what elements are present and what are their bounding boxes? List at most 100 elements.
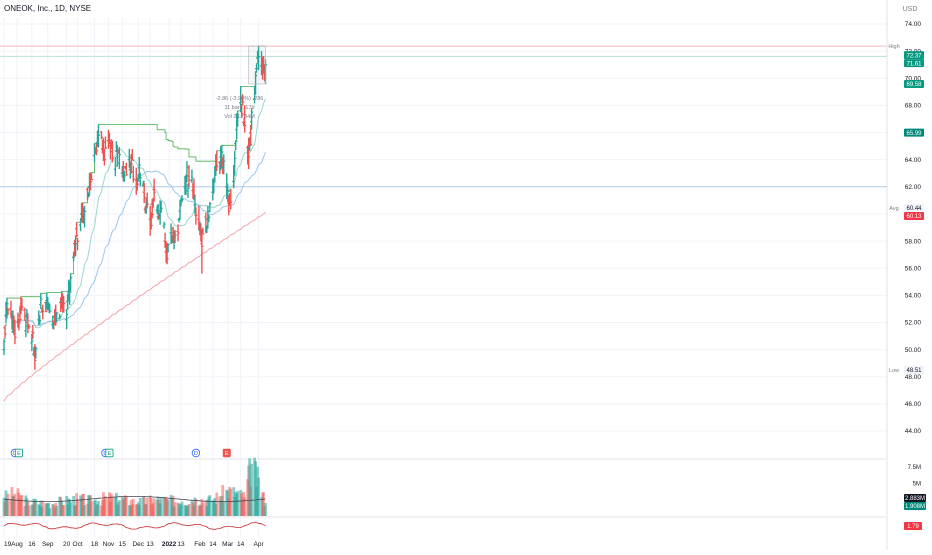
ohlc-bar-73 [102,148,107,166]
volume-bar-4 [6,493,10,516]
marker-letter: D [194,451,198,457]
ohlc-bar-59 [82,205,87,228]
ohlc-bar-87 [122,170,126,182]
ohlc-bar-27 [39,293,43,310]
ohlc-bar-129 [180,195,184,203]
volume-bar-119 [166,500,170,516]
ohlc-bar-106 [149,212,153,230]
measure-rectangle [248,45,266,85]
ohlc-bar-45 [65,308,69,330]
volume-bar-89 [124,496,128,516]
ohlc-bar-114 [159,201,163,213]
volume-bar-24 [34,499,38,516]
volume-bar-149 [208,495,212,516]
time-label-18: 18 [91,541,99,548]
volume-bar-81 [114,492,118,516]
time-label-14: 14 [237,541,245,548]
volume-pane[interactable] [2,457,267,516]
ohlc-bar-29 [41,304,45,320]
ohlc-bar-139 [194,207,198,225]
ohlc-bar-184 [256,46,261,71]
volume-bar-174 [243,497,247,516]
volume-bar-154 [215,492,219,516]
ohlc-bar-96 [135,178,139,191]
volume-bar-187 [262,492,265,516]
oscillator-pane[interactable] [3,522,266,530]
ohlc-bar-49 [69,273,73,293]
time-label-14: 14 [209,541,217,548]
ohlc-bar-181 [253,71,258,95]
ohlc-bar-12 [18,307,22,322]
ohlc-bar-84 [117,146,121,170]
volume-label-1: 1.908M [904,502,926,510]
event-markers: DEDEDE [10,448,231,457]
ohlc-bar-11 [17,318,21,331]
measure-text-2: Vol 22.734M [224,114,255,120]
price-label-bg [904,79,924,88]
volume-bar-109 [152,498,156,516]
ohlc-bar-149 [208,202,212,213]
price-axis[interactable]: 44.00 46.00 48.00 50.00 52.00 54.00 56.00 58.00… [888,21,926,530]
price-label-bg [904,59,924,68]
oscillator-line [3,522,266,530]
volume-bar-158 [221,484,225,516]
volume-bar-144 [201,502,205,516]
ohlc-bar-98 [137,156,141,179]
price-label-bg [904,51,924,60]
ohlc-bar-126 [177,217,181,223]
ohlc-bar-104 [145,192,149,209]
ohlc-bar-137 [192,178,196,201]
price-tick-7: 58.00 [905,238,922,245]
ohlc-bar-40 [58,313,62,320]
volume-bar-44 [62,505,66,516]
ohlc-bar-67 [94,142,99,156]
time-label-Oct: Oct [73,541,83,548]
volume-bar-84 [117,500,121,516]
time-label-Nov: Nov [103,541,115,548]
ohlc-bar-138 [193,195,197,215]
ohlc-bar-171 [240,103,244,118]
volume-bar-114 [159,496,163,516]
ohlc-bar-154 [215,150,219,172]
volume-bar-79 [110,496,114,516]
ohlc-bar-124 [173,230,177,244]
price-label-2: 71.61 [904,59,924,67]
measure-tool[interactable]: -2.86 (-3.99%) -286 11 bars, 17d Vol 22.73… [216,45,266,120]
price-label-9: 48.51 [904,365,924,374]
price-label-bg [904,128,924,137]
price-tick-3: 50.00 [905,347,922,354]
ohlc-bar-166 [233,150,237,176]
ohlc-bar-134 [187,165,191,187]
ohlc-bar-164 [229,188,233,210]
ohlc-bar-74 [103,136,108,150]
price-label-text: 60.44 [906,206,922,212]
time-axis[interactable]: 19 Aug 16 Sep 20 Oct 18 Nov 15 Dec 13 2022 13 Feb 14 Ma… [4,541,264,548]
ohlc-bar-178 [249,124,253,146]
marker-letter: E [108,451,112,457]
time-label-15: 15 [119,541,127,548]
price-label-text: 69.58 [906,82,922,88]
ohlc-bar-100 [141,180,145,187]
ohlc-bar-30 [44,301,48,313]
volume-label-bg [904,494,926,502]
volume-bar-164 [229,488,233,516]
ohlc-bar-93 [130,149,134,161]
volume-bar-29 [41,500,45,516]
currency-label[interactable]: USD [903,6,918,13]
price-bars[interactable] [2,46,268,370]
volume-bar-74 [104,496,107,516]
ohlc-bar-107 [150,199,154,219]
ohlc-bar-70 [99,131,104,140]
price-label-text: 48.51 [906,368,922,374]
volume-bar-139 [194,499,198,516]
price-label-text: 71.61 [906,61,922,67]
price-tick-6: 56.00 [905,265,922,272]
volume-label-bg [904,502,926,510]
price-tick-10: 64.00 [905,157,922,164]
ohlc-bar-19 [27,324,31,329]
donchian-upper-line [4,45,266,340]
ohlc-bar-25 [37,310,41,326]
label-low: Low [889,368,899,374]
